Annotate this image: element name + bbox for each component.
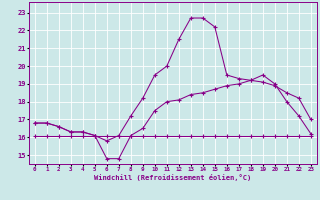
X-axis label: Windchill (Refroidissement éolien,°C): Windchill (Refroidissement éolien,°C) bbox=[94, 174, 252, 181]
